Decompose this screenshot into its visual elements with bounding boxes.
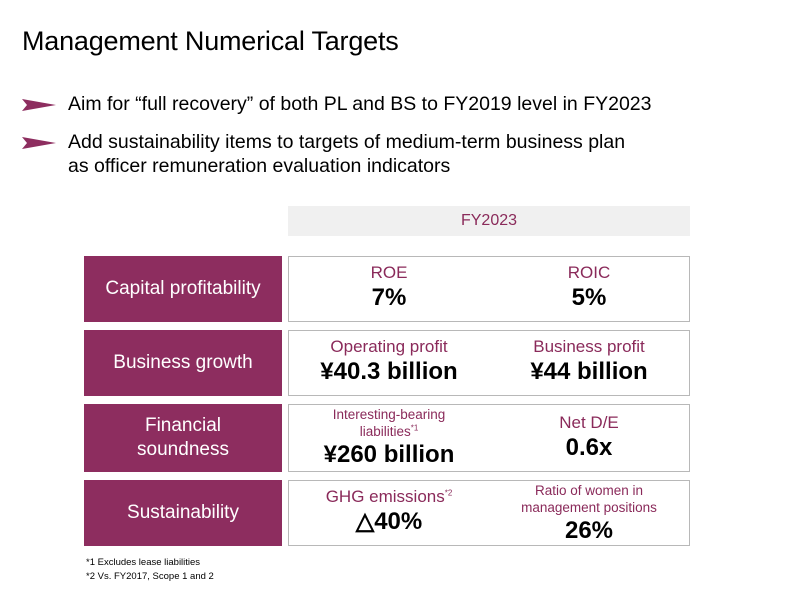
metric-label: ROIC <box>567 263 611 282</box>
bullet-text-line: Add sustainability items to targets of m… <box>68 131 626 153</box>
metric-value: ¥44 billion <box>530 358 648 385</box>
metric-value: 5% <box>571 284 607 311</box>
metric-roic: ROIC 5% <box>489 263 689 313</box>
row-cell-financial-soundness: Interesting-bearing liabilities*1 ¥260 b… <box>288 404 690 472</box>
metric-value: 26% <box>564 517 614 544</box>
row-cell-business-growth: Operating profit ¥40.3 billion Business … <box>288 330 690 396</box>
metric-label: Ratio of women in management positions <box>489 482 689 516</box>
metric-value: 7% <box>371 284 407 311</box>
metric-business-profit: Business profit ¥44 billion <box>489 337 689 387</box>
metric-operating-profit: Operating profit ¥40.3 billion <box>289 337 489 387</box>
metric-net-de: Net D/E 0.6x <box>489 413 689 463</box>
row-cell-sustainability: GHG emissions*2 △40% Ratio of women in m… <box>288 480 690 546</box>
metric-label: Operating profit <box>330 337 448 356</box>
metric-label: Interesting-bearing liabilities*1 <box>289 406 489 440</box>
footnote-marker: *1 <box>410 423 419 433</box>
row-label-financial-soundness: Financial soundness <box>84 404 282 472</box>
bullet-arrow-icon <box>22 137 56 149</box>
bullet-text-line: as officer remuneration evaluation indic… <box>68 155 451 177</box>
metric-label-line: Interesting-bearing <box>332 407 446 422</box>
metric-value: ¥40.3 billion <box>320 358 458 385</box>
bullet-arrow-icon <box>22 99 56 111</box>
metric-value: 0.6x <box>565 434 613 461</box>
row-label-line: Financial <box>144 415 222 436</box>
metric-women-management: Ratio of women in management positions 2… <box>489 482 689 546</box>
metric-ghg-emissions: GHG emissions*2 △40% <box>289 487 489 537</box>
bullet-text: Add sustainability items to targets of m… <box>68 130 625 178</box>
bullet-text: Aim for “full recovery” of both PL and B… <box>68 93 652 115</box>
metric-label: Business profit <box>533 337 645 356</box>
metric-value: ¥260 billion <box>323 441 455 468</box>
footnote-marker: *2 <box>444 488 453 498</box>
metric-label-text: GHG emissions <box>325 487 445 506</box>
metric-interest-bearing-liabilities: Interesting-bearing liabilities*1 ¥260 b… <box>289 406 489 470</box>
metric-label: Net D/E <box>559 413 619 432</box>
row-label-sustainability: Sustainability <box>84 480 282 546</box>
row-label-business-growth: Business growth <box>84 330 282 396</box>
column-header-fy2023: FY2023 <box>288 206 690 236</box>
metric-roe: ROE 7% <box>289 263 489 313</box>
metric-label: ROE <box>370 263 408 282</box>
metric-label-line: Ratio of women in <box>534 483 644 498</box>
footnote: *2 Vs. FY2017, Scope 1 and 2 <box>86 571 214 582</box>
metric-label-line: management positions <box>521 500 657 515</box>
metric-label: GHG emissions*2 <box>289 487 489 507</box>
row-label-line: soundness <box>137 439 229 460</box>
footnote: *1 Excludes lease liabilities <box>86 557 201 568</box>
row-label-capital-profitability: Capital profitability <box>84 256 282 322</box>
page-title: Management Numerical Targets <box>22 26 399 56</box>
metric-label-line: liabilities <box>359 424 411 439</box>
metric-value: △40% <box>355 508 423 535</box>
row-cell-capital-profitability: ROE 7% ROIC 5% <box>288 256 690 322</box>
